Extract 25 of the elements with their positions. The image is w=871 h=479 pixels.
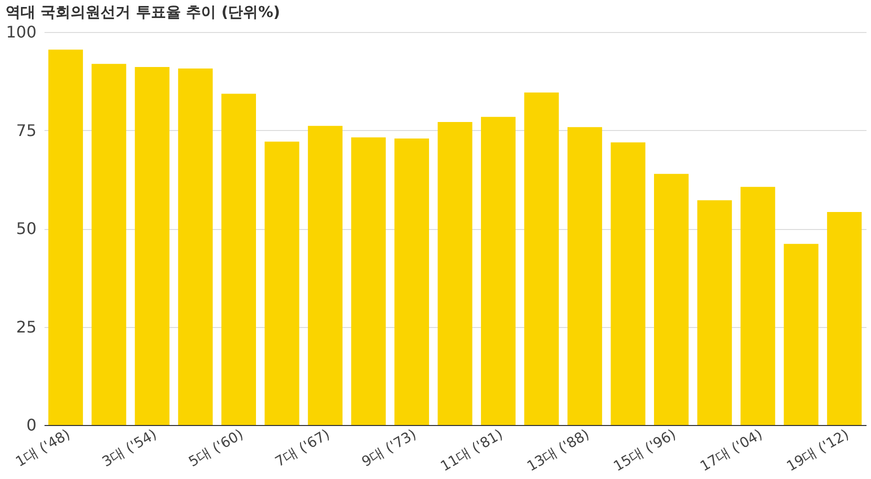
y-tick-label: 0: [26, 416, 36, 434]
bar: [308, 126, 343, 425]
bar: [48, 50, 83, 425]
bar: [394, 138, 430, 425]
bar: [92, 64, 126, 425]
bar: [784, 244, 818, 425]
bar: [134, 66, 170, 425]
bar: [351, 137, 386, 425]
y-tick-label: 100: [6, 22, 36, 42]
chart-title: 역대 국회의원선거 투표율 추이 (단위%): [5, 3, 280, 21]
bar: [524, 92, 559, 425]
y-tick-label: 75: [16, 120, 36, 140]
bar: [654, 174, 689, 425]
bar: [480, 116, 516, 425]
bar: [827, 212, 862, 425]
bar: [610, 142, 646, 425]
bar: [567, 127, 602, 425]
bar: [221, 94, 256, 425]
bar: [264, 142, 300, 425]
bar: [740, 186, 776, 425]
bar: [438, 122, 472, 425]
bar: [178, 68, 213, 425]
y-tick-label: 25: [16, 317, 36, 336]
y-tick-label: 50: [16, 219, 36, 238]
bar: [697, 200, 732, 425]
